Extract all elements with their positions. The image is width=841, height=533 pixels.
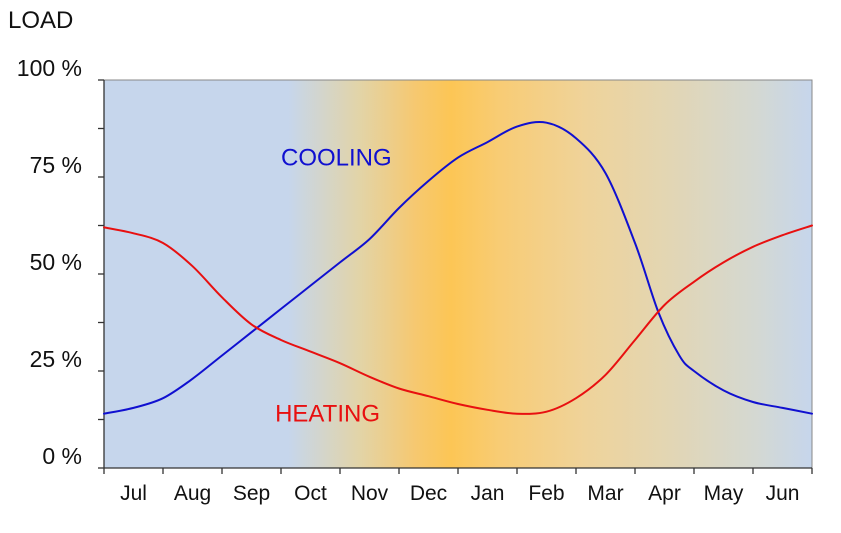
x-tick-label: May bbox=[704, 482, 744, 505]
series-layer bbox=[103, 121, 813, 415]
series-line-heating bbox=[103, 224, 813, 415]
y-tick-label: 50 % bbox=[30, 249, 82, 275]
x-tick-label: Dec bbox=[410, 482, 447, 505]
x-tick-label: Jul bbox=[120, 482, 147, 505]
x-tick-label: Jan bbox=[471, 482, 505, 505]
y-tick-label: 25 % bbox=[30, 346, 82, 372]
x-tick-label: Sep bbox=[233, 482, 270, 505]
y-tick-label: 75 % bbox=[30, 152, 82, 178]
y-tick-label: 0 % bbox=[42, 443, 82, 469]
annotations-layer: COOLING HEATING bbox=[275, 144, 392, 427]
x-tick-label: Apr bbox=[648, 482, 681, 505]
series-line-cooling bbox=[103, 121, 813, 415]
x-tick-label: Jun bbox=[766, 482, 800, 505]
x-tick-label: Nov bbox=[351, 482, 389, 505]
y-tick-label: 100 % bbox=[17, 55, 82, 81]
x-tick-label: Mar bbox=[587, 482, 623, 505]
x-axis: Jul Aug Sep Oct Nov Dec Jan Feb Mar Apr May Jun bbox=[103, 467, 813, 505]
y-axis: 0 % 25 % 50 % 75 % 100 % bbox=[17, 55, 105, 469]
x-tick-label: Feb bbox=[528, 482, 564, 505]
annotation-heating: HEATING bbox=[275, 400, 380, 427]
x-tick-label: Aug bbox=[174, 482, 211, 505]
annotation-cooling: COOLING bbox=[281, 144, 392, 171]
x-tick-label: Oct bbox=[294, 482, 327, 505]
y-axis-title: LOAD bbox=[8, 7, 73, 34]
